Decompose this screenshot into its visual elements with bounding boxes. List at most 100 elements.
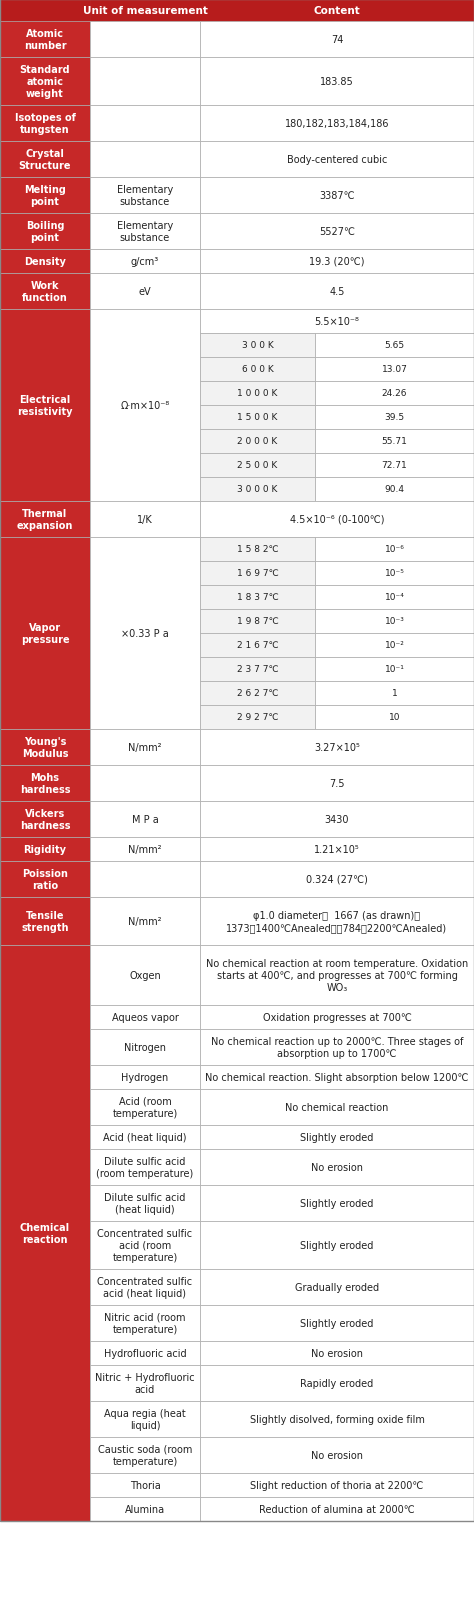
Bar <box>200 1436 474 1473</box>
Text: Elementary
substance: Elementary substance <box>117 185 173 207</box>
Bar <box>315 634 474 658</box>
Bar <box>315 454 474 478</box>
Text: Crystal
Structure: Crystal Structure <box>19 149 71 172</box>
Bar <box>200 250 474 274</box>
Bar <box>200 610 315 634</box>
Text: Alumina: Alumina <box>125 1504 165 1514</box>
Text: 1 0 0 0 K: 1 0 0 0 K <box>237 390 278 398</box>
Text: 3387℃: 3387℃ <box>319 191 355 201</box>
Text: 55.71: 55.71 <box>382 437 408 446</box>
Bar <box>90 1090 200 1125</box>
Text: N/mm²: N/mm² <box>128 844 162 854</box>
Bar <box>90 1305 200 1342</box>
Bar <box>90 502 200 538</box>
Bar <box>200 1184 474 1221</box>
Text: Slightly eroded: Slightly eroded <box>301 1318 374 1329</box>
Text: Nitrogen: Nitrogen <box>124 1042 166 1053</box>
Text: Isotopes of
tungsten: Isotopes of tungsten <box>15 112 75 135</box>
Text: Atomic
number: Atomic number <box>24 29 66 51</box>
Bar <box>0 141 90 178</box>
Text: No chemical reaction: No chemical reaction <box>285 1103 389 1112</box>
Text: No erosion: No erosion <box>311 1449 363 1461</box>
Bar <box>90 1436 200 1473</box>
Bar <box>200 141 474 178</box>
Text: Thermal
expansion: Thermal expansion <box>17 509 73 531</box>
Bar <box>200 22 474 58</box>
Text: Elementary
substance: Elementary substance <box>117 220 173 242</box>
Bar <box>200 1366 474 1401</box>
Text: g/cm³: g/cm³ <box>131 257 159 266</box>
Bar <box>90 1125 200 1149</box>
Bar <box>0 766 90 801</box>
Text: 13.07: 13.07 <box>382 366 408 374</box>
Bar <box>0 538 90 730</box>
Text: 7.5: 7.5 <box>329 778 345 788</box>
Text: Standard
atomic
weight: Standard atomic weight <box>20 64 70 100</box>
Text: Reduction of alumina at 2000℃: Reduction of alumina at 2000℃ <box>259 1504 415 1514</box>
Bar <box>200 358 315 382</box>
Bar <box>200 1473 474 1497</box>
Bar <box>200 213 474 250</box>
Bar <box>0 178 90 213</box>
Text: Slightly disolved, forming oxide film: Slightly disolved, forming oxide film <box>250 1414 424 1424</box>
Bar <box>90 250 200 274</box>
Bar <box>315 682 474 706</box>
Text: 1 9 8 7℃: 1 9 8 7℃ <box>237 616 278 626</box>
Bar <box>0 213 90 250</box>
Text: Rigidity: Rigidity <box>24 844 66 854</box>
Bar <box>0 0 90 22</box>
Bar <box>90 1270 200 1305</box>
Bar <box>200 1090 474 1125</box>
Text: φ1.0 diameter：  1667 (as drawn)。
1373（1400℃Anealed）。784（2200℃Anealed): φ1.0 diameter： 1667 (as drawn)。 1373（140… <box>227 910 447 933</box>
Bar <box>315 610 474 634</box>
Bar <box>200 1149 474 1184</box>
Text: 2 1 6 7℃: 2 1 6 7℃ <box>237 640 278 650</box>
Text: 2 6 2 7℃: 2 6 2 7℃ <box>237 689 278 698</box>
Bar <box>90 1149 200 1184</box>
Bar <box>90 274 200 310</box>
Bar <box>90 1401 200 1436</box>
Text: Dilute sulfic acid
(heat liquid): Dilute sulfic acid (heat liquid) <box>104 1193 186 1215</box>
Text: 1 5 0 0 K: 1 5 0 0 K <box>237 412 278 422</box>
Bar <box>90 1066 200 1090</box>
Text: 10⁻⁵: 10⁻⁵ <box>384 570 404 578</box>
Bar <box>200 706 315 730</box>
Text: Concentrated sulfic
acid (heat liquid): Concentrated sulfic acid (heat liquid) <box>98 1276 192 1298</box>
Text: 1/K: 1/K <box>137 515 153 525</box>
Text: 4.5: 4.5 <box>329 287 345 297</box>
Bar <box>200 1005 474 1029</box>
Bar <box>90 1342 200 1366</box>
Text: Work
function: Work function <box>22 281 68 303</box>
Bar <box>90 213 200 250</box>
Text: 3 0 0 K: 3 0 0 K <box>242 342 273 350</box>
Text: Body-centered cubic: Body-centered cubic <box>287 156 387 165</box>
Text: Young's
Modulus: Young's Modulus <box>22 737 68 759</box>
Text: Hydrogen: Hydrogen <box>121 1072 169 1082</box>
Bar <box>200 1029 474 1066</box>
Bar <box>0 730 90 766</box>
Text: Concentrated sulfic
acid (room
temperature): Concentrated sulfic acid (room temperatu… <box>98 1228 192 1263</box>
Text: 24.26: 24.26 <box>382 390 407 398</box>
Bar <box>0 838 90 862</box>
Bar <box>200 478 315 502</box>
Bar <box>315 562 474 586</box>
Text: Ω·m×10⁻⁸: Ω·m×10⁻⁸ <box>120 401 170 411</box>
Text: Rapidly eroded: Rapidly eroded <box>301 1379 374 1388</box>
Bar <box>0 106 90 141</box>
Text: Nitric acid (room
temperature): Nitric acid (room temperature) <box>104 1311 186 1334</box>
Bar <box>200 1401 474 1436</box>
Text: N/mm²: N/mm² <box>128 743 162 753</box>
Bar <box>90 1221 200 1270</box>
Bar <box>0 274 90 310</box>
Text: Slightly eroded: Slightly eroded <box>301 1199 374 1209</box>
Bar <box>200 730 474 766</box>
Text: Vickers
hardness: Vickers hardness <box>20 809 70 831</box>
Text: Slightly eroded: Slightly eroded <box>301 1132 374 1143</box>
Text: ×0.33 P a: ×0.33 P a <box>121 629 169 639</box>
Text: 19.3 (20℃): 19.3 (20℃) <box>309 257 365 266</box>
Text: 90.4: 90.4 <box>384 485 404 494</box>
Text: 10⁻²: 10⁻² <box>384 640 404 650</box>
Bar <box>200 1270 474 1305</box>
Bar <box>90 730 200 766</box>
Bar <box>315 334 474 358</box>
